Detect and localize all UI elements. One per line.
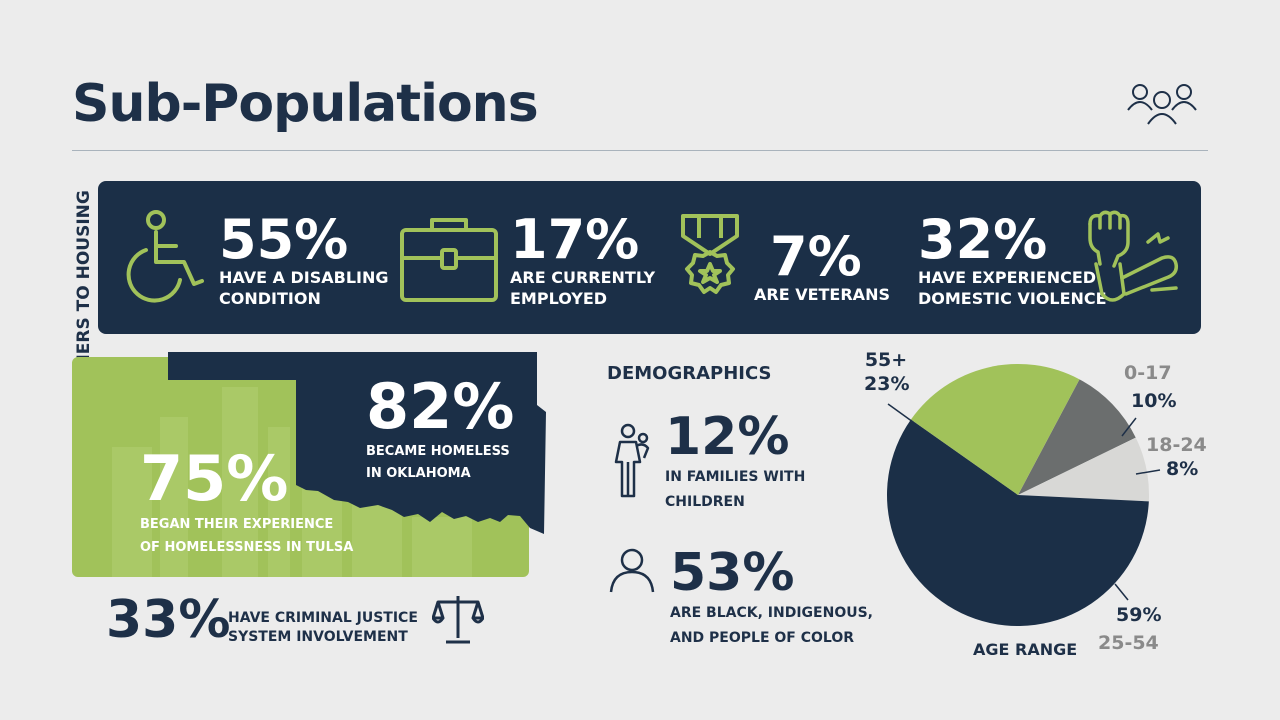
stat-tulsa: 75% BEGAN THEIR EXPERIENCE OF HOMELESSNE… xyxy=(140,448,353,556)
pie-slice-name: 55+ xyxy=(864,349,908,371)
stat-employed: 17% ARE CURRENTLY EMPLOYED xyxy=(510,213,655,309)
stat-label: ARE BLACK, INDIGENOUS, xyxy=(670,605,873,621)
demographics-heading: DEMOGRAPHICS xyxy=(607,363,772,384)
stat-value: 7% xyxy=(770,225,862,288)
stat-label: ARE VETERANS xyxy=(754,285,890,304)
stat-label: EMPLOYED xyxy=(510,289,608,308)
stat-value: 32% xyxy=(918,208,1048,271)
stat-label: CHILDREN xyxy=(665,494,745,510)
stat-domestic-violence: 32% HAVE EXPERIENCED DOMESTIC VIOLENCE xyxy=(918,213,1107,309)
stat-label: IN FAMILIES WITH xyxy=(665,469,806,485)
stat-value: 53% xyxy=(670,543,795,603)
wheelchair-icon xyxy=(126,210,204,303)
stat-value: 33% xyxy=(106,590,231,650)
stat-label: HAVE CRIMINAL JUSTICE SYSTEM INVOLVEMENT xyxy=(228,609,428,647)
stat-value: 17% xyxy=(510,208,640,271)
stat-label-line: HAVE CRIMINAL JUSTICE xyxy=(228,610,418,626)
stat-value: 55% xyxy=(219,208,349,271)
stat-label-line: SYSTEM INVOLVEMENT xyxy=(228,629,408,645)
pie-label-25-54: 25-54 xyxy=(1098,632,1159,654)
stat-veterans: 7% ARE VETERANS xyxy=(754,230,890,305)
group-icon xyxy=(1127,84,1197,125)
stat-label: DOMESTIC VIOLENCE xyxy=(918,289,1107,308)
stat-label: BEGAN THEIR EXPERIENCE xyxy=(140,517,334,532)
stat-value: 82% xyxy=(366,370,515,443)
pie-value-0-17: 10% xyxy=(1131,390,1177,412)
barriers-banner xyxy=(98,181,1201,334)
page-title: Sub-Populations xyxy=(72,74,539,134)
pie-slice-name: 0-17 xyxy=(1124,362,1172,384)
stat-oklahoma: 82% BECAME HOMELESS IN OKLAHOMA xyxy=(366,376,514,482)
fist-icon xyxy=(1088,210,1179,302)
stat-families: 12% IN FAMILIES WITH CHILDREN xyxy=(665,411,805,513)
pie-label-55: 55+ 23% xyxy=(864,348,910,396)
stat-disabling: 55% HAVE A DISABLING CONDITION xyxy=(219,213,389,309)
stat-label: HAVE EXPERIENCED xyxy=(918,268,1097,287)
pie-label-18-24: 18-24 xyxy=(1146,434,1207,456)
scales-icon xyxy=(432,596,484,644)
title-divider xyxy=(72,150,1208,151)
stat-label: CONDITION xyxy=(219,289,321,308)
medal-icon xyxy=(681,214,739,294)
person-icon xyxy=(609,548,655,593)
stat-value: 75% xyxy=(140,442,289,515)
stat-value: 12% xyxy=(665,407,790,467)
briefcase-icon xyxy=(400,218,498,302)
parent-child-icon xyxy=(614,423,650,498)
chart-title: AGE RANGE xyxy=(973,640,1078,659)
stat-justice: 33% HAVE CRIMINAL JUSTICE SYSTEM INVOLVE… xyxy=(106,594,418,646)
stat-label: OF HOMELESSNESS IN TULSA xyxy=(140,540,354,555)
stat-bipoc: 53% ARE BLACK, INDIGENOUS, AND PEOPLE OF… xyxy=(670,547,873,649)
stat-label: ARE CURRENTLY xyxy=(510,268,656,287)
pie-value-18-24: 8% xyxy=(1166,458,1199,480)
pie-value-25-54: 59% xyxy=(1116,604,1162,626)
pie-slice-value: 23% xyxy=(864,373,910,395)
stat-label: IN OKLAHOMA xyxy=(366,466,471,481)
stat-label: BECAME HOMELESS xyxy=(366,444,510,459)
pie-label-0-17: 0-17 xyxy=(1124,361,1172,385)
stat-label: AND PEOPLE OF COLOR xyxy=(670,630,855,646)
stat-label: HAVE A DISABLING xyxy=(219,268,389,287)
